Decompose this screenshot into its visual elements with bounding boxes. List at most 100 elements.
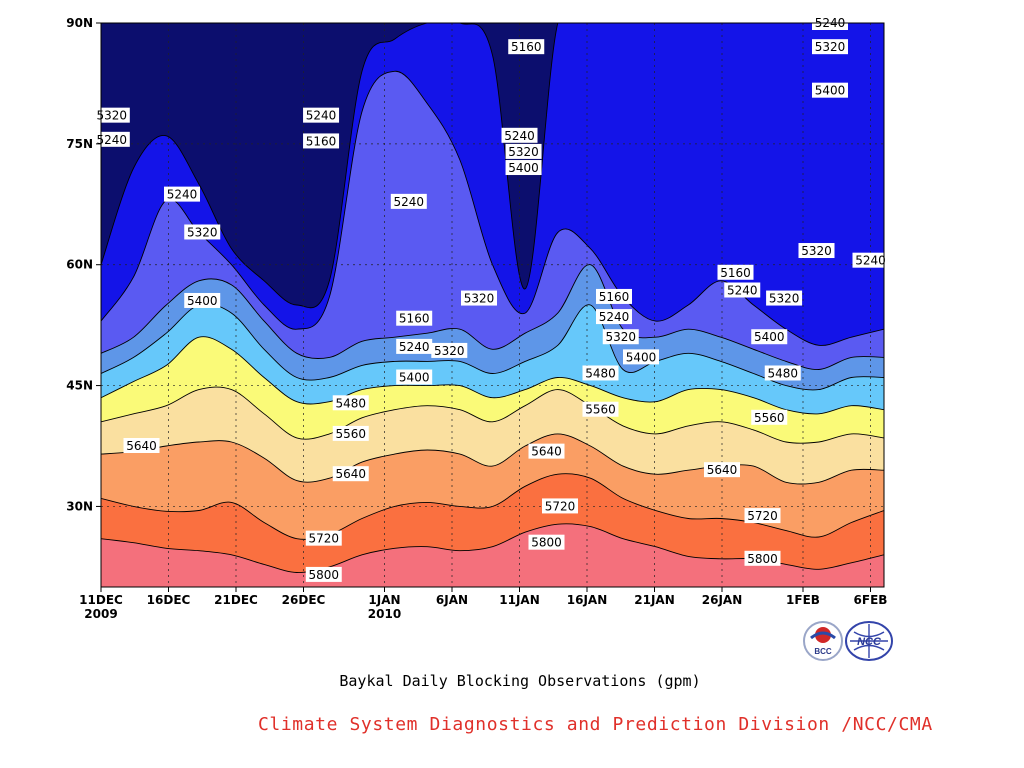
contour-label-text: 5240 [855, 254, 886, 268]
contour-label-box [501, 127, 538, 143]
contour-label-box [582, 401, 619, 417]
contour-label-box [303, 133, 340, 149]
contour-label-text: 5560 [585, 403, 616, 417]
contour-label-box [396, 369, 433, 385]
contour-label-box [704, 462, 740, 478]
contour-label-text: 5720 [747, 509, 778, 523]
contour-label-box [717, 264, 754, 280]
contour-label-text: 5640 [707, 463, 738, 477]
contour-value-label: 5240 [164, 186, 200, 202]
contour-value-label: 5320 [798, 243, 835, 259]
contour-label-text: 5240 [306, 109, 337, 123]
contour-value-label: 5400 [184, 292, 221, 308]
contour-label-box [431, 342, 468, 358]
contour-label-text: 5560 [335, 427, 366, 441]
contour-line-5240 [101, 70, 884, 346]
contour-label-text: 5320 [97, 109, 128, 123]
x-tick-label: 11JAN [499, 593, 540, 607]
credit-line: Climate System Diagnostics and Predictio… [258, 714, 933, 735]
contour-label-text: 5720 [308, 532, 339, 546]
x-tick-label: 16JAN [567, 593, 608, 607]
contour-label-text: 5480 [767, 366, 798, 380]
contour-label-box [751, 409, 788, 425]
contour-label-box [508, 39, 545, 55]
contour-value-label: 5720 [744, 508, 781, 524]
contour-label-text: 5320 [801, 244, 832, 258]
x-tick-label: 1JAN [368, 593, 400, 607]
band-5800-5720 [101, 473, 884, 573]
contour-value-label: 5320 [184, 224, 221, 240]
contour-label-text: 5640 [335, 467, 366, 481]
contour-label-text: 5480 [585, 366, 616, 380]
contour-label-text: 5800 [747, 552, 778, 566]
y-tick-label: 90N [66, 16, 93, 30]
contour-value-label: 5160 [303, 133, 340, 149]
contour-label-box [93, 131, 130, 147]
contour-value-label: 5320 [461, 290, 497, 306]
contour-label-text: 5240 [167, 188, 198, 202]
contour-label-text: 5720 [545, 499, 576, 513]
contour-label-box [303, 107, 340, 123]
contour-value-label: 5560 [332, 425, 369, 441]
contour-label-text: 5320 [815, 40, 846, 54]
contour-value-label: 5400 [623, 349, 659, 365]
contour-value-label: 5480 [582, 365, 619, 381]
contour-value-label: 5640 [123, 438, 160, 453]
contour-label-text: 5640 [531, 445, 562, 459]
contour-label-box [305, 530, 342, 546]
plot-frame [100, 22, 885, 588]
contour-label-text: 5240 [97, 133, 128, 147]
contour-label-text: 5400 [508, 161, 539, 175]
contour-label-box [766, 290, 803, 306]
contour-label-text: 5240 [399, 340, 430, 354]
x-tick-year-label: 2009 [84, 607, 117, 621]
contour-label-text: 5160 [306, 134, 337, 148]
x-tick-label: 6FEB [854, 593, 888, 607]
bcc-logo-text: BCC [814, 647, 832, 656]
contour-label-text: 5560 [754, 411, 785, 425]
contour-line-layer [101, 23, 884, 573]
contour-value-label: 5800 [528, 534, 565, 550]
x-tick-label: 6JAN [436, 593, 468, 607]
contour-label-text: 5240 [504, 129, 535, 143]
band-5560-5480 [101, 336, 884, 444]
x-tick-label: 1FEB [786, 593, 820, 607]
y-tick-label: 30N [66, 499, 93, 513]
bcc-logo: BCC [803, 621, 843, 661]
contour-value-label: 5240 [596, 309, 632, 325]
contour-value-label: 5240 [303, 107, 340, 123]
contour-label-box [390, 193, 427, 209]
contour-value-label: 5160 [508, 39, 545, 55]
contour-value-label: 5640 [528, 443, 565, 459]
x-tick-label: 21JAN [634, 593, 675, 607]
contour-value-label: 5480 [764, 365, 801, 381]
contour-value-label: 5400 [505, 160, 542, 176]
contour-value-label: 5400 [751, 329, 788, 345]
x-tick-label: 16DEC [147, 593, 191, 607]
contour-label-text: 5240 [599, 310, 630, 324]
contour-value-label: 5320 [431, 342, 468, 358]
contour-line-5640 [101, 433, 884, 485]
contour-label-text: 5400 [754, 330, 785, 344]
contour-value-label: 5240 [852, 252, 889, 268]
contour-label-text: 5800 [308, 568, 339, 582]
contour-label-text: 5160 [511, 40, 542, 54]
contour-value-label: 5160 [596, 288, 632, 304]
contour-label-box [724, 282, 761, 298]
contour-label-text: 5320 [464, 292, 495, 306]
y-tick-label: 60N [66, 258, 93, 272]
contour-value-label: 5320 [766, 290, 803, 306]
contour-value-label: 5240 [396, 338, 433, 354]
contour-value-label: 5640 [704, 462, 740, 478]
x-tick-label: 21DEC [214, 593, 258, 607]
contour-label-text: 5320 [769, 292, 800, 306]
contour-label-box [812, 39, 848, 55]
contour-label-box [528, 534, 565, 550]
contour-label-text: 5160 [599, 290, 630, 304]
contour-label-text: 5240 [394, 195, 425, 209]
contour-label-layer: 5320 5240 5240 5160 5160 5240 5320 5400 5240 5240… [93, 15, 889, 582]
band-5640-5560 [101, 387, 884, 485]
contour-label-box [184, 224, 221, 240]
contour-label-text: 5320 [508, 145, 539, 159]
contour-label-box [596, 309, 632, 325]
